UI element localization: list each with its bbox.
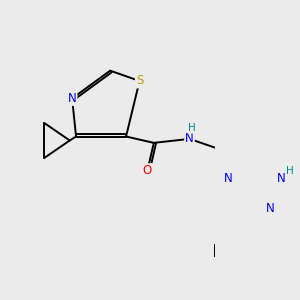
Text: N: N [224,172,233,185]
Text: H: H [286,166,294,176]
Text: N: N [68,92,76,105]
Text: S: S [136,74,143,88]
Text: H: H [188,123,196,133]
Text: O: O [143,164,152,177]
Text: N: N [276,172,285,185]
Text: N: N [266,202,275,215]
Text: N: N [185,132,194,146]
